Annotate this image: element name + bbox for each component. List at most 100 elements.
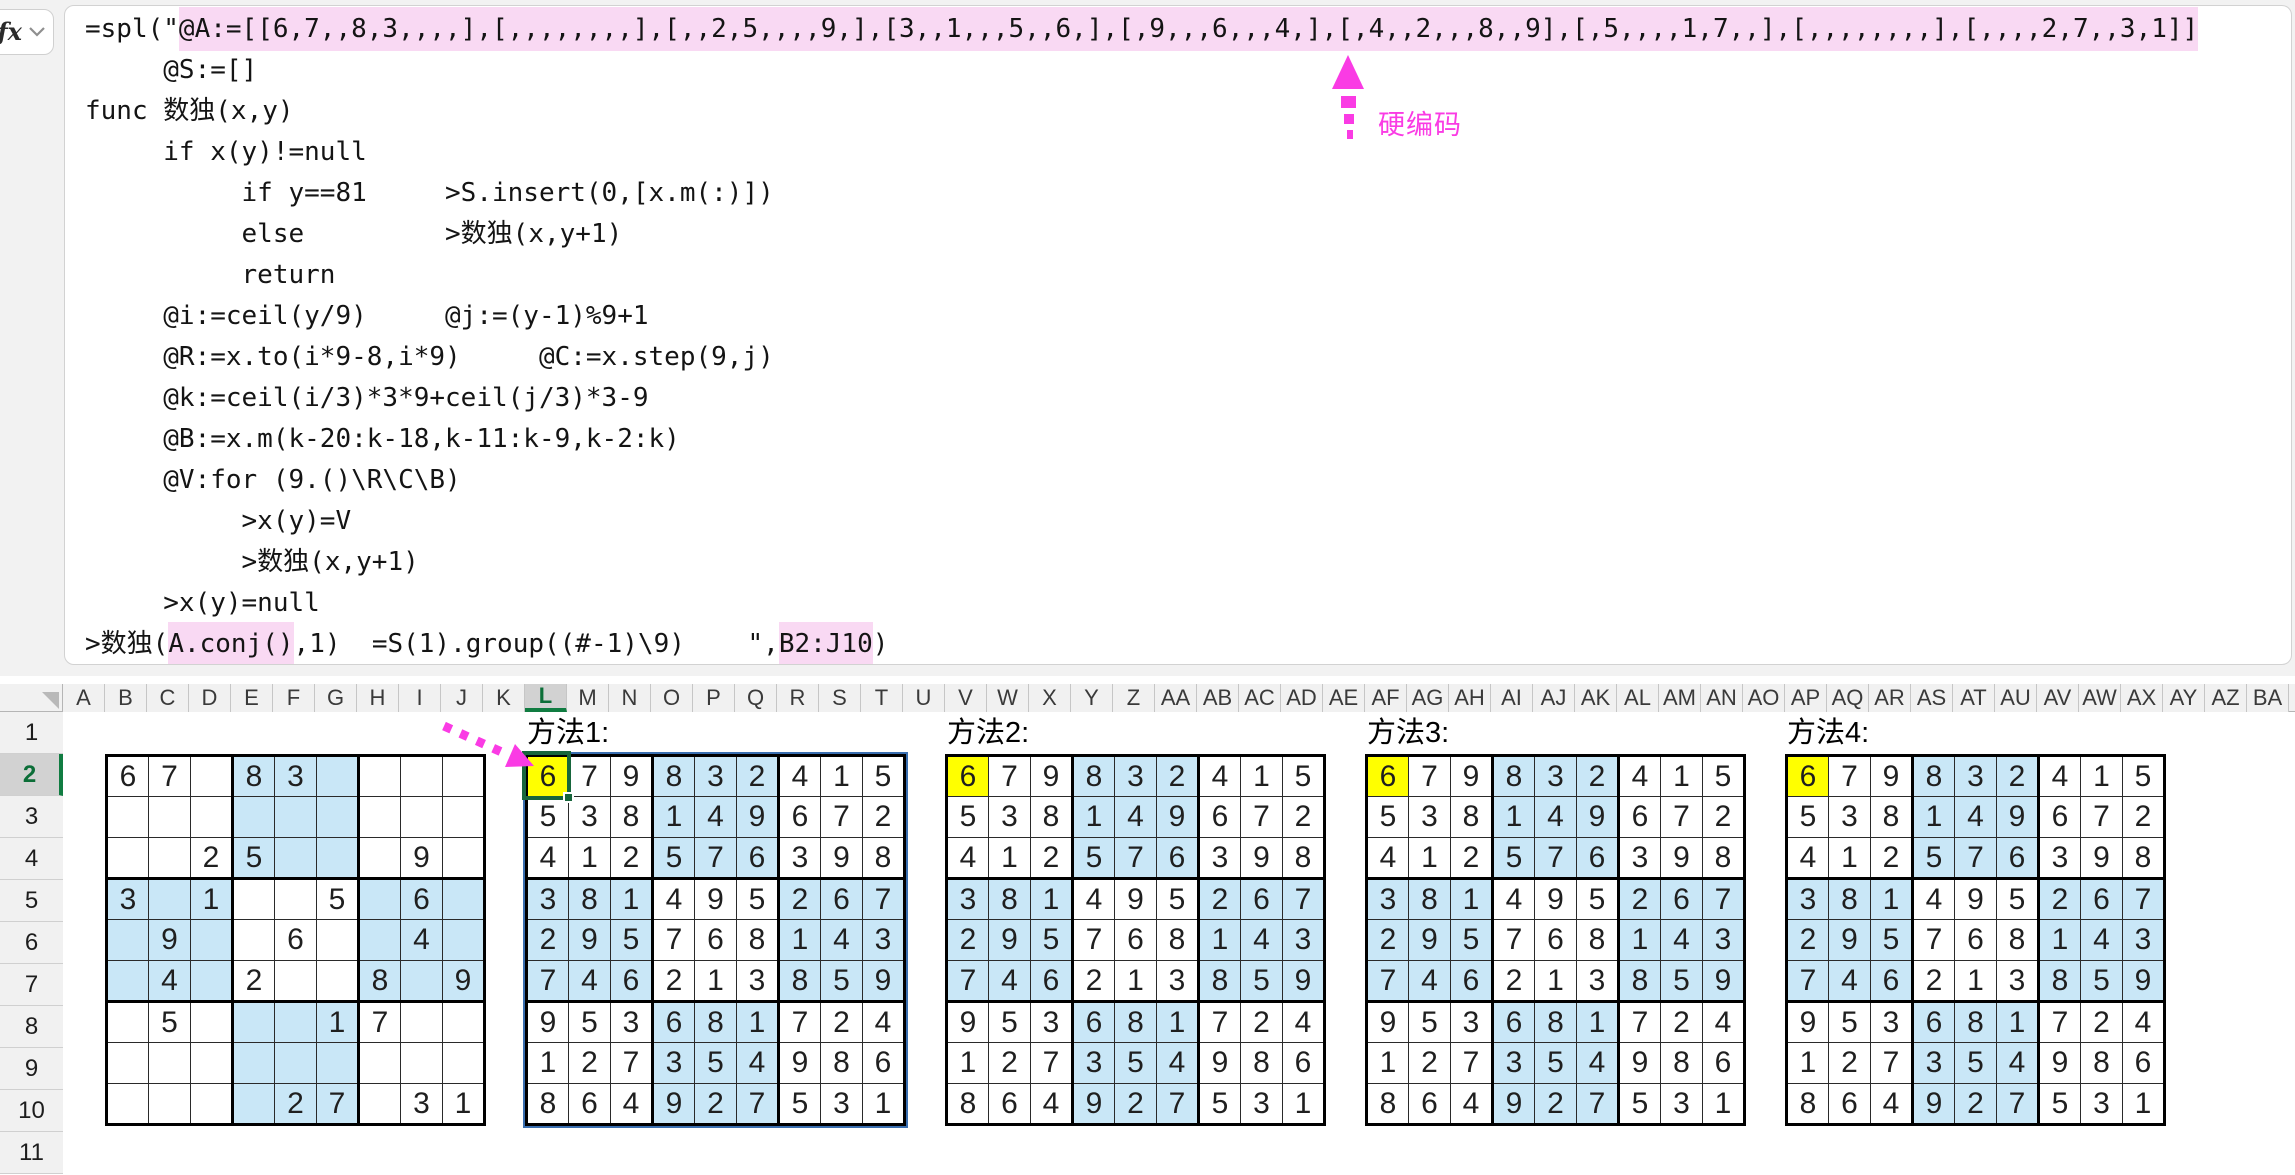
- solution-cell[interactable]: 4: [1870, 1083, 1914, 1125]
- solution-cell[interactable]: 1: [1030, 878, 1074, 920]
- solution-cell[interactable]: 2: [1996, 755, 2040, 797]
- puzzle-cell[interactable]: 3: [400, 1083, 443, 1125]
- solution-cell[interactable]: 4: [1660, 919, 1703, 961]
- solution-cell[interactable]: 1: [1618, 919, 1661, 961]
- formula-code[interactable]: =spl("@A:=[[6,7,,8,3,,,,],[,,,,,,,,],[,,…: [85, 7, 2287, 664]
- puzzle-cell[interactable]: [274, 878, 317, 920]
- solution-cell[interactable]: 1: [2080, 755, 2123, 797]
- solution-cell[interactable]: 1: [1156, 1001, 1200, 1043]
- solution-cell[interactable]: 6: [610, 960, 654, 1003]
- solution-cell[interactable]: 8: [2122, 837, 2165, 880]
- row-header-11[interactable]: 11: [0, 1132, 63, 1174]
- puzzle-cell[interactable]: [442, 1001, 485, 1043]
- code-line[interactable]: =spl("@A:=[[6,7,,8,3,,,,],[,,,,,,,,],[,,…: [85, 7, 2287, 51]
- solution-cell[interactable]: 1: [1828, 837, 1871, 880]
- solution-cell[interactable]: 7: [1492, 919, 1535, 961]
- solution-cell[interactable]: 4: [1450, 1083, 1494, 1125]
- solution-cell[interactable]: 9: [1282, 960, 1325, 1003]
- puzzle-cell[interactable]: [232, 796, 275, 838]
- solution-cell[interactable]: 1: [1534, 960, 1577, 1003]
- solution-cell[interactable]: 4: [1996, 1042, 2040, 1084]
- puzzle-cell[interactable]: [148, 837, 191, 880]
- solution-cell[interactable]: 6: [1282, 1042, 1325, 1084]
- solution-cell[interactable]: 3: [1492, 1042, 1535, 1084]
- solution-cell[interactable]: 2: [1366, 919, 1409, 961]
- solution-cell[interactable]: 8: [1240, 1042, 1283, 1084]
- solution-cell[interactable]: 5: [1030, 919, 1074, 961]
- puzzle-cell[interactable]: [400, 1001, 443, 1043]
- solution-cell[interactable]: 5: [778, 1083, 821, 1125]
- column-header-AV[interactable]: AV: [2037, 684, 2079, 712]
- solution-cell[interactable]: 3: [1156, 960, 1200, 1003]
- solution-cell[interactable]: 3: [1870, 1001, 1914, 1043]
- solution-cell[interactable]: 9: [1534, 878, 1577, 920]
- solution-cell[interactable]: 9: [1240, 837, 1283, 880]
- solution-cell[interactable]: 3: [1660, 1083, 1703, 1125]
- solution-cell[interactable]: 7: [652, 919, 695, 961]
- column-header-AS[interactable]: AS: [1911, 684, 1953, 712]
- solution-cell[interactable]: 5: [1702, 755, 1745, 797]
- solution-cell[interactable]: 2: [1492, 960, 1535, 1003]
- solution-cell[interactable]: 8: [988, 878, 1031, 920]
- column-header-S[interactable]: S: [819, 684, 861, 712]
- puzzle-cell[interactable]: [190, 1042, 234, 1084]
- column-header-X[interactable]: X: [1029, 684, 1071, 712]
- solution-cell[interactable]: 7: [1072, 919, 1115, 961]
- solution-cell[interactable]: 6: [778, 796, 821, 838]
- solution-cell[interactable]: 9: [820, 837, 863, 880]
- column-header-A[interactable]: A: [63, 684, 105, 712]
- column-header-AT[interactable]: AT: [1953, 684, 1995, 712]
- column-header-AG[interactable]: AG: [1407, 684, 1449, 712]
- puzzle-cell[interactable]: 3: [106, 878, 149, 920]
- solution-cell[interactable]: 5: [2080, 960, 2123, 1003]
- solution-cell[interactable]: 2: [778, 878, 821, 920]
- solution-cell[interactable]: 8: [1828, 878, 1871, 920]
- puzzle-cell[interactable]: [190, 796, 234, 838]
- row-header-8[interactable]: 8: [0, 1006, 63, 1048]
- solution-cell[interactable]: 8: [778, 960, 821, 1003]
- solution-cell[interactable]: 2: [1072, 960, 1115, 1003]
- puzzle-cell[interactable]: [190, 960, 234, 1003]
- solution-cell[interactable]: 2: [1240, 1001, 1283, 1043]
- puzzle-cell[interactable]: [106, 919, 149, 961]
- solution-cell[interactable]: 6: [946, 755, 989, 797]
- solution-cell[interactable]: 5: [1912, 837, 1955, 880]
- solution-cell[interactable]: 2: [694, 1083, 737, 1125]
- solution-cell[interactable]: 3: [1198, 837, 1241, 880]
- column-header-AO[interactable]: AO: [1743, 684, 1785, 712]
- column-header-AD[interactable]: AD: [1281, 684, 1323, 712]
- solution-cell[interactable]: 6: [1366, 755, 1409, 797]
- solution-cell[interactable]: 4: [652, 878, 695, 920]
- solution-cell[interactable]: 2: [1198, 878, 1241, 920]
- column-header-L[interactable]: L: [525, 684, 567, 712]
- solution-cell[interactable]: 5: [1870, 919, 1914, 961]
- column-header-AR[interactable]: AR: [1869, 684, 1911, 712]
- solution-cell[interactable]: 7: [1534, 837, 1577, 880]
- puzzle-cell[interactable]: 7: [316, 1083, 360, 1125]
- puzzle-cell[interactable]: 5: [232, 837, 275, 880]
- puzzle-cell[interactable]: [274, 837, 317, 880]
- solution-cell[interactable]: 8: [1156, 919, 1200, 961]
- column-header-R[interactable]: R: [777, 684, 819, 712]
- solution-cell[interactable]: 2: [1030, 837, 1074, 880]
- solution-cell[interactable]: 4: [988, 960, 1031, 1003]
- solution-cell[interactable]: 4: [2122, 1001, 2165, 1043]
- solution-cell[interactable]: 6: [2038, 796, 2081, 838]
- code-line[interactable]: else >数独(x,y+1): [85, 214, 2287, 255]
- solution-cell[interactable]: 6: [1576, 837, 1620, 880]
- solution-cell[interactable]: 2: [1828, 1042, 1871, 1084]
- solution-cell[interactable]: 3: [1408, 796, 1451, 838]
- solution-cell[interactable]: 2: [946, 919, 989, 961]
- solution-cell[interactable]: 5: [1786, 796, 1829, 838]
- solution-cell[interactable]: 3: [988, 796, 1031, 838]
- solution-cell[interactable]: 9: [2080, 837, 2123, 880]
- solution-cell[interactable]: 3: [1996, 960, 2040, 1003]
- solution-cell[interactable]: 3: [1282, 919, 1325, 961]
- solution-cell[interactable]: 9: [1618, 1042, 1661, 1084]
- solution-cell[interactable]: 9: [1408, 919, 1451, 961]
- solution-cell[interactable]: 5: [1114, 1042, 1157, 1084]
- solution-cell[interactable]: 8: [946, 1083, 989, 1125]
- puzzle-cell[interactable]: 8: [232, 755, 275, 797]
- puzzle-cell[interactable]: 4: [400, 919, 443, 961]
- row-header-1[interactable]: 1: [0, 712, 63, 754]
